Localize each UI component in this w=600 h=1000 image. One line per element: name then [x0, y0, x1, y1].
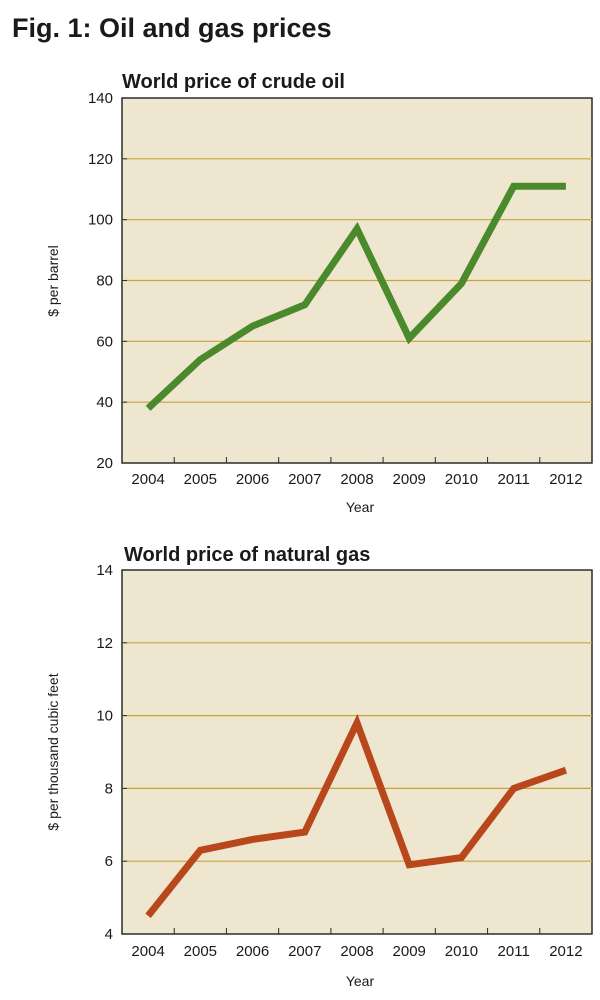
oil-chart: World price of crude oil 20 40 60 80 100 120 1…	[45, 71, 593, 515]
oil-y-tick-label: 80	[96, 273, 113, 290]
oil-x-ticks: 2004 2005 2006 2007 2008 2009 2010 2011 2012	[131, 457, 583, 488]
gas-y-ticks: 4 6 8 10 12 14	[96, 562, 113, 943]
gas-x-ticks: 2004 2005 2006 2007 2008 2009 2010 2011 2012	[131, 928, 583, 960]
oil-x-tick-label: 2004	[131, 471, 164, 488]
oil-x-tick-label: 2008	[340, 471, 373, 488]
gas-y-tick-label: 6	[105, 853, 113, 870]
oil-x-tick-label: 2010	[445, 471, 478, 488]
gas-x-tick-label: 2011	[498, 943, 530, 960]
oil-price-line	[145, 182, 566, 411]
gas-x-axis-label: Year	[346, 973, 375, 989]
gas-x-tick-label: 2004	[131, 943, 164, 960]
gas-y-tick-label: 4	[105, 926, 113, 943]
oil-x-tick-label: 2005	[184, 471, 217, 488]
oil-series	[145, 182, 566, 411]
gas-y-tick-label: 10	[96, 708, 113, 725]
gas-price-line	[145, 713, 568, 918]
gas-y-tick-label: 14	[96, 562, 113, 579]
oil-x-axis-label: Year	[346, 499, 375, 515]
gas-y-axis-label: $ per thousand cubic feet	[45, 673, 61, 830]
figure-title: Fig. 1: Oil and gas prices	[12, 13, 332, 43]
oil-y-tick-label: 100	[88, 212, 113, 229]
oil-y-tick-label: 40	[96, 394, 113, 411]
gas-x-tick-label: 2006	[236, 943, 269, 960]
gas-chart-title: World price of natural gas	[124, 544, 370, 566]
oil-x-tick-label: 2011	[498, 471, 530, 488]
oil-x-tick-label: 2007	[288, 471, 321, 488]
gas-chart: World price of natural gas 4 6 8 10 12 14 200…	[45, 544, 593, 989]
oil-y-tick-label: 20	[96, 455, 113, 472]
oil-y-axis-label: $ per barrel	[45, 245, 61, 317]
oil-chart-title: World price of crude oil	[122, 71, 345, 93]
gas-x-tick-label: 2008	[340, 943, 373, 960]
gas-y-tick-label: 8	[105, 780, 113, 797]
gas-x-tick-label: 2005	[184, 943, 217, 960]
gas-x-tick-label: 2009	[393, 943, 426, 960]
oil-x-tick-label: 2006	[236, 471, 269, 488]
oil-x-tick-label: 2009	[393, 471, 426, 488]
gas-x-tick-label: 2012	[549, 943, 582, 960]
oil-x-tick-label: 2012	[549, 471, 582, 488]
gas-y-tick-label: 12	[96, 635, 113, 652]
gas-series	[145, 713, 568, 918]
gas-plot-area	[121, 569, 593, 935]
oil-y-ticks: 20 40 60 80 100 120 140	[88, 90, 113, 472]
oil-y-tick-label: 140	[88, 90, 113, 107]
oil-y-tick-label: 60	[96, 333, 113, 350]
oil-gridlines	[122, 97, 592, 464]
oil-y-tick-label: 120	[88, 151, 113, 168]
gas-x-tick-label: 2007	[288, 943, 321, 960]
gas-x-tick-label: 2010	[445, 943, 478, 960]
